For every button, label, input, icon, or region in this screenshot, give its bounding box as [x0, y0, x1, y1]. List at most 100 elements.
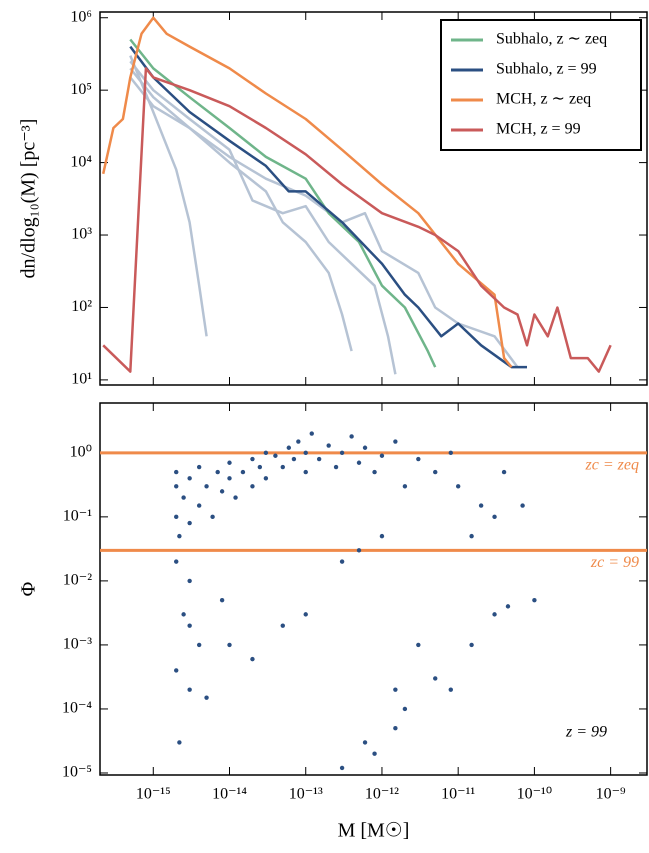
legend-box — [440, 19, 642, 151]
y-tick-label: 10⁵ — [70, 81, 92, 98]
scatter-point — [210, 514, 215, 520]
scatter-point — [469, 533, 474, 539]
scatter-point — [286, 445, 292, 450]
scatter-point — [273, 453, 278, 458]
scatter-point — [372, 469, 377, 475]
series-line — [101, 16, 513, 368]
reference-label: zc = zeq — [585, 456, 639, 473]
reference-label: zc = 99 — [590, 554, 639, 571]
scatter-point — [187, 623, 192, 628]
scatter-point — [402, 484, 408, 489]
scatter-point — [492, 612, 497, 617]
scatter-point — [433, 469, 438, 475]
y-axis-label: dn/dlog₁₀(M) [pc⁻³] — [18, 119, 40, 279]
scatter-point — [196, 464, 202, 470]
scatter-point — [177, 533, 182, 539]
series-line — [129, 67, 353, 352]
scatter-point — [356, 548, 362, 553]
x-tick-label: 10⁻¹² — [365, 786, 399, 803]
scatter-point — [349, 434, 354, 439]
scatter-point — [339, 765, 345, 771]
y-tick-label: 10⁶ — [70, 8, 92, 25]
legend-label: Subhalo, z = 99 — [496, 61, 597, 78]
scatter-point — [296, 439, 301, 444]
x-tick-label: 10⁻¹¹ — [441, 786, 475, 803]
x-tick-label: 10⁻⁹ — [596, 786, 626, 803]
scatter-point — [393, 687, 398, 692]
scatter-point — [174, 559, 179, 564]
scatter-point — [227, 476, 232, 481]
scatter-point — [174, 469, 179, 475]
scatter-point — [227, 460, 232, 465]
scatter-point — [233, 495, 238, 500]
scatter-point — [379, 453, 385, 458]
scatter-point — [174, 668, 179, 673]
scatter-point — [339, 450, 345, 456]
scatter-point — [393, 726, 398, 731]
scatter-point — [181, 612, 186, 617]
x-axis-label: M [M☉] — [338, 820, 410, 842]
scatter-point — [174, 514, 179, 520]
scatter-point — [250, 456, 255, 462]
scatter-point — [263, 450, 269, 456]
scatter-point — [219, 489, 225, 494]
scatter-point — [280, 464, 285, 470]
scatter-point — [309, 431, 314, 436]
series-line — [129, 76, 519, 368]
scatter-point — [416, 456, 421, 462]
scatter-point — [227, 642, 232, 648]
plot-frame — [99, 402, 648, 776]
legend-label: MCH, z = 99 — [496, 121, 581, 138]
scatter-point — [448, 687, 453, 692]
y-axis-label: Φ — [18, 581, 40, 596]
scatter-point — [393, 439, 398, 444]
scatter-point — [433, 676, 438, 681]
scatter-point — [469, 642, 474, 648]
scatter-point — [215, 469, 220, 475]
scatter-point — [204, 484, 209, 489]
scatter-point — [379, 533, 385, 539]
y-tick-label: 10⁴ — [70, 153, 92, 170]
scatter-point — [303, 612, 308, 617]
scatter-point — [455, 484, 461, 489]
scatter-point — [219, 597, 225, 603]
y-tick-label: 10⁰ — [70, 443, 92, 460]
scatter-point — [196, 642, 202, 648]
scatter-point — [187, 520, 192, 526]
scatter-point — [356, 460, 362, 465]
scatter-point — [240, 469, 246, 475]
y-tick-label: 10³ — [71, 226, 92, 243]
y-tick-label: 10⁻¹ — [63, 508, 92, 525]
scatter-point — [280, 623, 285, 628]
scatter-point — [303, 469, 308, 475]
scatter-point — [187, 687, 192, 692]
scatter-point — [181, 495, 186, 500]
scatter-point — [177, 740, 182, 745]
scatter-point — [362, 445, 368, 450]
scatter-point — [532, 597, 537, 603]
legend-label: MCH, z ∼ zeq — [496, 91, 591, 108]
x-tick-label: 10⁻¹⁵ — [136, 786, 171, 803]
scatter-point — [492, 514, 497, 520]
y-tick-label: 10⁻³ — [63, 636, 92, 653]
scatter-point — [402, 706, 408, 712]
plot-frame — [99, 11, 648, 386]
y-tick-label: 10⁻⁴ — [62, 700, 92, 717]
series-line — [129, 45, 527, 369]
y-tick-label: 10⁻² — [63, 572, 92, 589]
scatter-point — [520, 503, 525, 508]
scatter-point — [316, 456, 322, 462]
scatter-point — [250, 656, 255, 662]
scatter-point — [174, 484, 179, 489]
scatter-point — [501, 469, 507, 475]
scatter-point — [257, 464, 263, 470]
scatter-point — [416, 642, 421, 648]
scatter-point — [505, 604, 511, 609]
x-tick-label: 10⁻¹⁰ — [517, 786, 553, 803]
scatter-point — [339, 559, 345, 564]
scatter-point — [187, 476, 192, 481]
legend-label: Subhalo, z ∼ zeq — [496, 31, 607, 48]
y-tick-label: 10² — [71, 298, 92, 315]
scatter-point — [478, 503, 484, 508]
scatter-point — [187, 578, 192, 584]
